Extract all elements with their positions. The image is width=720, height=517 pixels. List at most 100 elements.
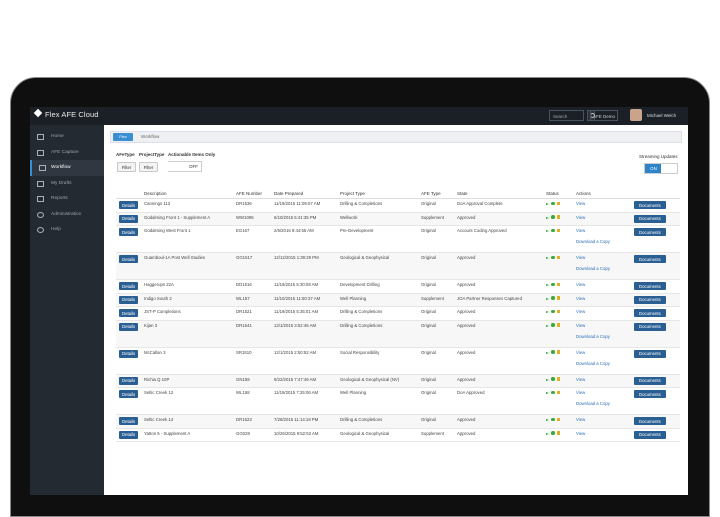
streaming-toggle[interactable]: ON	[644, 163, 678, 174]
play-status-icon	[546, 201, 549, 206]
breadcrumb-home[interactable]: Flex	[113, 133, 133, 141]
documents-button[interactable]: Documents	[634, 417, 666, 425]
cell-afe-type: Supplement	[421, 430, 444, 436]
view-link[interactable]: View	[576, 349, 586, 355]
documents-button[interactable]: Documents	[634, 390, 666, 398]
details-button[interactable]: Details	[119, 282, 139, 290]
view-link[interactable]: View	[576, 309, 586, 314]
doc-status-icon	[556, 350, 560, 355]
details-button[interactable]: Details	[119, 309, 139, 317]
details-button[interactable]: Details	[119, 228, 139, 236]
cell-state: Approved	[457, 376, 476, 382]
documents-button[interactable]: Documents	[634, 430, 666, 439]
details-button[interactable]: Details	[119, 376, 139, 385]
col-date-prepared[interactable]: Date Prepared	[271, 189, 337, 199]
actionable-toggle[interactable]: OFF	[167, 161, 202, 172]
dot-status-icon	[551, 431, 555, 436]
top-bar: Flex AFE Cloud Search AFE Demo Michael W…	[30, 107, 688, 125]
view-link[interactable]: View	[576, 282, 586, 287]
cell-date: 2/5/2016 9:44:55 AM	[274, 228, 314, 233]
sidebar-item-afe-capture[interactable]: AFE Capture	[30, 145, 104, 161]
documents-button[interactable]: Documents	[634, 295, 666, 304]
documents-button[interactable]: Documents	[634, 322, 666, 331]
documents-button[interactable]: Documents	[634, 201, 666, 209]
avatar[interactable]	[630, 109, 642, 121]
view-link[interactable]: View	[576, 228, 586, 233]
documents-button[interactable]: Documents	[634, 309, 666, 317]
cell-afe-number: WW1095	[236, 214, 254, 220]
details-button[interactable]: Details	[119, 201, 139, 209]
view-link[interactable]: View	[576, 430, 586, 436]
doc-status-icon	[556, 215, 560, 220]
details-button[interactable]: Details	[119, 430, 139, 439]
details-button[interactable]: Details	[119, 417, 139, 425]
afetype-filter-button[interactable]: Filter	[117, 162, 136, 172]
doc-status-icon	[556, 255, 560, 260]
cell-afe-number: WL158	[236, 390, 250, 395]
documents-button[interactable]: Documents	[634, 214, 666, 223]
documents-button[interactable]: Documents	[634, 376, 666, 385]
documents-button[interactable]: Documents	[634, 228, 666, 236]
documents-button[interactable]: Documents	[634, 349, 666, 358]
cell-description: Guamboul-1A Post Well Studies	[144, 255, 206, 260]
view-link[interactable]: View	[576, 390, 586, 395]
download-link[interactable]: Download a Copy	[576, 401, 610, 406]
details-button[interactable]: Details	[119, 322, 139, 331]
cell-afe-number: DR1521	[236, 309, 252, 314]
search-input[interactable]: Search	[549, 110, 584, 121]
col-state[interactable]: State	[454, 189, 543, 199]
sidebar-item-reports[interactable]: Reports	[30, 191, 104, 207]
sidebar-item-workflow[interactable]: Workflow	[30, 160, 104, 176]
details-button[interactable]: Details	[119, 295, 139, 304]
user-name[interactable]: Michael Welch	[647, 113, 677, 118]
download-link[interactable]: Download a Copy	[576, 360, 610, 366]
app-brand[interactable]: Flex AFE Cloud	[33, 108, 99, 119]
table-row: Details Godalming Front 1 - Supplement A W…	[116, 212, 680, 226]
cell-afe-type: Original	[421, 322, 436, 328]
sidebar: Home AFE Capture Workflow My Drafts Repo…	[30, 125, 104, 495]
view-link[interactable]: View	[576, 322, 586, 328]
cell-afe-type: Original	[421, 309, 436, 314]
view-link[interactable]: View	[576, 214, 586, 220]
sidebar-item-help[interactable]: Help	[30, 222, 104, 238]
download-link[interactable]: Download a Copy	[576, 239, 610, 244]
cell-afe-number: EG167	[236, 228, 250, 233]
details-button[interactable]: Details	[119, 390, 139, 398]
cell-project-type: Geological & Geophysical	[340, 255, 390, 260]
details-button[interactable]: Details	[119, 349, 139, 358]
dot-status-icon	[551, 296, 555, 301]
company-select[interactable]: AFE Demo	[590, 110, 618, 121]
view-link[interactable]: View	[576, 295, 586, 301]
cell-state: Approved	[457, 417, 476, 422]
cell-afe-type: Original	[421, 376, 436, 382]
sidebar-item-my-drafts[interactable]: My Drafts	[30, 176, 104, 192]
doc-status-icon	[556, 201, 560, 206]
doc-status-icon	[556, 282, 560, 287]
documents-button[interactable]: Documents	[634, 282, 666, 290]
cell-date: 9/22/2015 7:47:49 AM	[274, 376, 317, 382]
play-status-icon	[546, 377, 549, 382]
col-status: Status	[543, 189, 573, 199]
table-row: Details Haggerups 22A DD1516 11/19/2015 5:3…	[116, 279, 680, 294]
col-afe-type[interactable]: AFE Type	[418, 189, 454, 199]
projecttype-filter-button[interactable]: Filter	[139, 162, 158, 172]
col-project-type[interactable]: Project Type	[337, 189, 418, 199]
view-link[interactable]: View	[576, 376, 586, 382]
view-link[interactable]: View	[576, 417, 586, 422]
download-link[interactable]: Download a Copy	[576, 266, 610, 271]
sidebar-item-home[interactable]: Home	[30, 129, 104, 145]
view-link[interactable]: View	[576, 255, 586, 260]
col-actions: Actions	[573, 189, 631, 199]
sidebar-item-administration[interactable]: Administration	[30, 207, 104, 223]
col-description[interactable]: Description	[141, 189, 233, 199]
dot-status-icon	[551, 417, 555, 422]
cell-description: Godalming West Front 1	[144, 228, 191, 233]
download-link[interactable]: Download a Copy	[576, 333, 610, 339]
documents-button[interactable]: Documents	[634, 255, 666, 263]
details-button[interactable]: Details	[119, 214, 139, 223]
view-link[interactable]: View	[576, 201, 586, 206]
details-button[interactable]: Details	[119, 255, 139, 263]
cell-project-type: Development Drilling	[340, 282, 380, 287]
col-afe-number[interactable]: AFE Number	[233, 189, 271, 199]
cell-description: Indigo South 2	[144, 295, 172, 301]
